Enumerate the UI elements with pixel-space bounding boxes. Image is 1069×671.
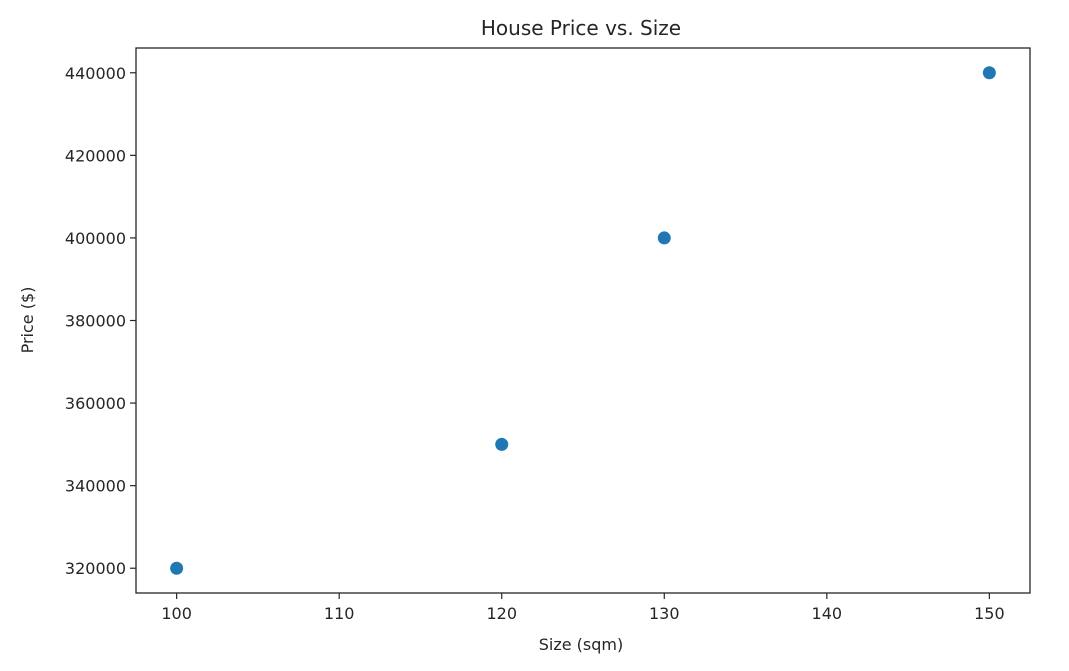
x-tick-label: 130 — [649, 604, 680, 623]
y-axis-ticks: 320000 340000 360000 380000 400000 420000 4400… — [65, 64, 136, 578]
x-tick-label: 110 — [324, 604, 355, 623]
y-axis-label: Price ($) — [18, 287, 37, 354]
data-point — [170, 561, 184, 575]
y-tick-label: 320000 — [65, 559, 126, 578]
chart-title: House Price vs. Size — [481, 16, 681, 40]
x-axis-label: Size (sqm) — [539, 635, 624, 654]
y-tick-label: 440000 — [65, 64, 126, 83]
y-tick-label: 420000 — [65, 146, 126, 165]
x-tick-label: 120 — [486, 604, 517, 623]
y-tick-label: 380000 — [65, 312, 126, 331]
x-axis-ticks: 100 110 120 130 140 150 — [161, 593, 1005, 623]
x-tick-label: 100 — [161, 604, 192, 623]
data-point — [982, 66, 996, 80]
y-tick-label: 400000 — [65, 229, 126, 248]
y-tick-label: 340000 — [65, 477, 126, 496]
plot-area-frame — [135, 47, 1031, 594]
data-point — [657, 231, 671, 245]
data-point — [495, 437, 509, 451]
x-tick-label: 140 — [812, 604, 843, 623]
data-points — [170, 66, 996, 575]
y-tick-label: 360000 — [65, 394, 126, 413]
x-tick-label: 150 — [974, 604, 1005, 623]
